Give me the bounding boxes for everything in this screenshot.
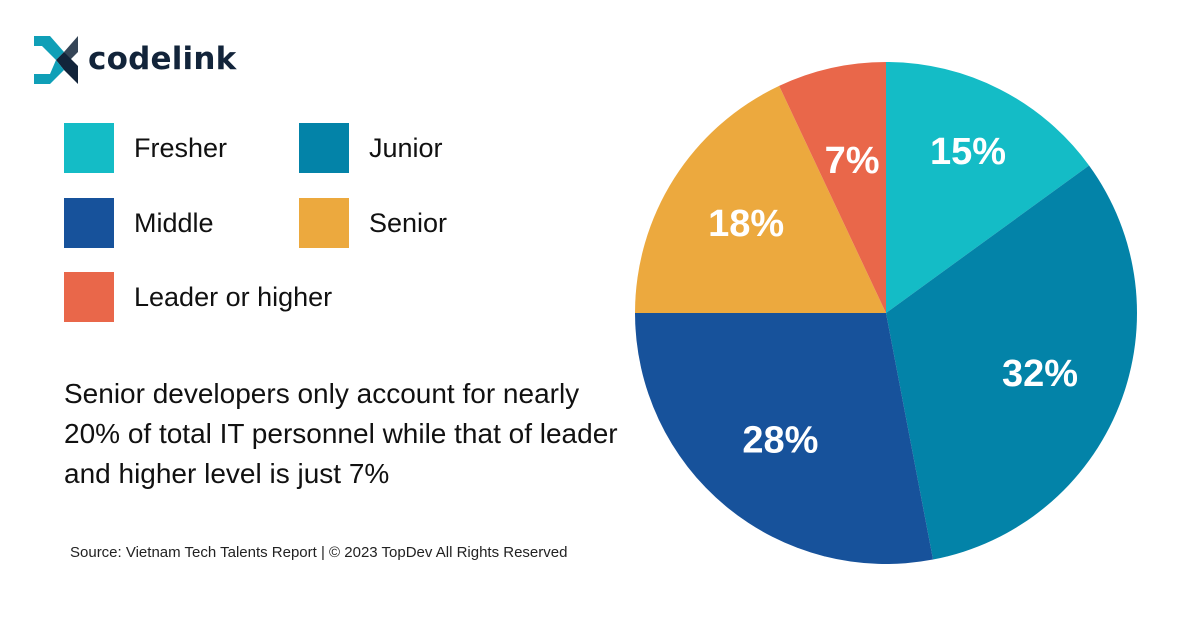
- legend-item-senior: Senior: [299, 198, 447, 248]
- legend-item-middle: Middle: [64, 198, 214, 248]
- legend-label: Middle: [134, 207, 214, 238]
- codelink-logo-mark-icon: [34, 36, 78, 84]
- brand-logo: codelink: [34, 32, 236, 88]
- legend-label: Leader or higher: [134, 281, 333, 312]
- legend-swatch: [64, 272, 114, 322]
- pie-slice-senior: [635, 85, 886, 313]
- legend-swatch: [299, 123, 349, 173]
- legend-item-junior: Junior: [299, 123, 443, 173]
- legend-label: Fresher: [134, 132, 228, 163]
- legend-label: Junior: [369, 132, 443, 163]
- pie-label-leader-or-higher: 7%: [825, 140, 880, 182]
- pie-slice-fresher: [886, 62, 1090, 313]
- legend-swatch: [64, 123, 114, 173]
- pie-label-senior: 18%: [708, 203, 784, 245]
- legend-swatch: [299, 198, 349, 248]
- pie-slice-leader-or-higher: [779, 62, 886, 313]
- pie-label-middle: 28%: [742, 420, 818, 462]
- pie-label-fresher: 15%: [930, 131, 1006, 173]
- legend-item-fresher: Fresher: [64, 123, 227, 173]
- legend-item-leader-or-higher: Leader or higher: [64, 272, 332, 322]
- legend-swatch: [64, 198, 114, 248]
- pie-slice-middle: [635, 313, 934, 564]
- pie-slice-junior: [886, 165, 1138, 560]
- legend-label: Senior: [369, 207, 448, 238]
- brand-name: codelink: [88, 41, 237, 77]
- source-credit: Source: Vietnam Tech Talents Report | © …: [70, 544, 568, 561]
- summary-text: Senior developers only account for nearl…: [64, 378, 618, 489]
- pie-label-junior: 32%: [1002, 353, 1078, 395]
